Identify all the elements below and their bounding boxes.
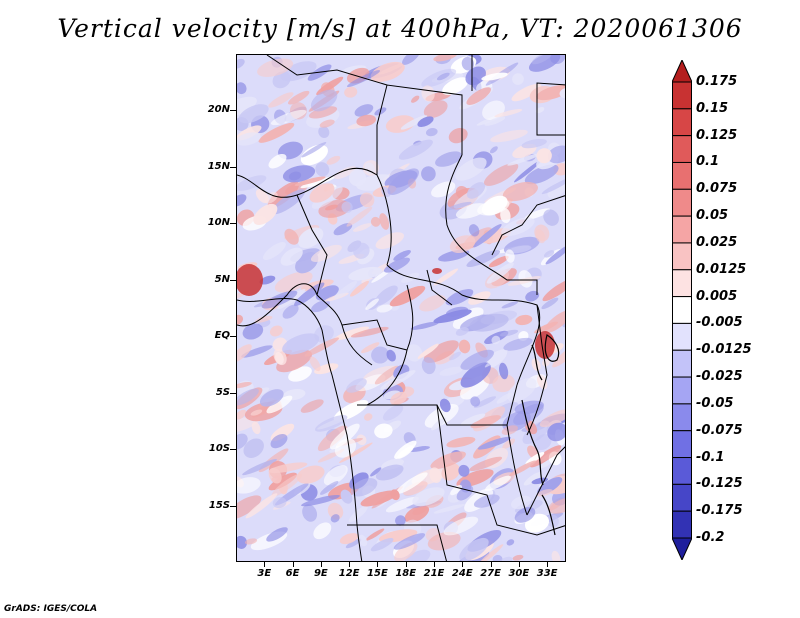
colorbar-label: 0.005 xyxy=(696,288,738,304)
colorbar-label: -0.2 xyxy=(696,530,725,545)
colorbar-label: -0.05 xyxy=(696,395,734,411)
colorbar-segment xyxy=(672,430,692,459)
coastline xyxy=(237,298,363,561)
colorbar xyxy=(672,60,692,560)
lon-tick xyxy=(462,562,464,567)
lat-label: 10S xyxy=(208,443,230,455)
plot-title: Vertical velocity [m/s] at 400hPa, VT: 2… xyxy=(57,14,743,43)
colorbar-segment xyxy=(672,161,692,190)
lat-label: 15N xyxy=(207,160,230,172)
colorbar-segment xyxy=(672,188,692,217)
lon-tick xyxy=(490,562,492,567)
lon-label: 30E xyxy=(508,568,530,579)
lat-label: EQ xyxy=(214,330,230,342)
colorbar-segment xyxy=(672,322,692,351)
lat-tick xyxy=(230,392,236,394)
colorbar-label: 0.175 xyxy=(696,74,738,89)
lakes xyxy=(521,334,560,536)
grads-credit: GrADS: IGES/COLA xyxy=(4,604,98,614)
colorbar-label: 0.0125 xyxy=(696,261,747,277)
colorbar-segment xyxy=(672,269,692,298)
lat-tick xyxy=(230,279,236,281)
lon-tick xyxy=(547,562,549,567)
vertical-velocity-field xyxy=(237,55,565,561)
lon-label: 15E xyxy=(367,568,388,579)
lat-tick xyxy=(230,505,236,507)
colorbar-label: -0.075 xyxy=(696,422,743,438)
lat-tick xyxy=(230,336,236,338)
colorbar-label: 0.075 xyxy=(696,181,738,197)
colorbar-segment xyxy=(672,296,692,324)
lat-label: 5S xyxy=(215,386,230,398)
colorbar-max-arrow xyxy=(672,60,692,83)
lat-tick xyxy=(230,223,236,225)
colorbar-segment xyxy=(672,510,692,539)
lat-tick xyxy=(230,110,236,112)
colorbar-segment xyxy=(672,242,692,271)
map-panel xyxy=(236,54,566,562)
lon-label: 12E xyxy=(338,568,360,579)
colorbar-segment xyxy=(672,403,692,432)
colorbar-label: -0.125 xyxy=(696,476,743,492)
colorbar-label: 0.05 xyxy=(696,208,729,224)
lon-tick xyxy=(320,562,322,567)
lat-label: 5N xyxy=(214,273,230,285)
lon-label: 27E xyxy=(480,568,501,579)
colorbar-min-arrow xyxy=(672,537,692,560)
lon-tick xyxy=(405,562,407,567)
lon-tick xyxy=(292,562,294,567)
colorbar-segment xyxy=(672,376,692,405)
lon-tick xyxy=(518,562,520,567)
colorbar-label: -0.025 xyxy=(696,369,743,385)
lon-label: 9E xyxy=(313,568,328,579)
lon-label: 33E xyxy=(536,568,558,579)
lon-label: 3E xyxy=(257,568,272,579)
colorbar-label: 0.15 xyxy=(696,100,729,116)
colorbar-label: 0.025 xyxy=(696,234,738,250)
lon-label: 18E xyxy=(395,568,417,579)
lon-label: 21E xyxy=(423,568,445,579)
colorbar-label: -0.0125 xyxy=(696,342,752,358)
colorbar-segment xyxy=(672,108,692,137)
colorbar-label: -0.005 xyxy=(696,315,743,331)
lon-label: 24E xyxy=(451,568,473,579)
colorbar-segment xyxy=(672,349,692,378)
lat-label: 10N xyxy=(207,217,230,229)
lon-tick xyxy=(377,562,379,567)
colorbar-segment xyxy=(672,483,692,512)
colorbar-label: 0.125 xyxy=(696,127,738,143)
country-borders xyxy=(237,55,565,561)
lat-label: 20N xyxy=(207,104,230,116)
lat-tick xyxy=(230,449,236,451)
colorbar-segment xyxy=(672,81,692,110)
lon-tick xyxy=(434,562,435,567)
lon-label: 6E xyxy=(285,568,300,579)
colorbar-segment xyxy=(672,135,692,163)
colorbar-label: 0.1 xyxy=(696,154,720,170)
lon-tick xyxy=(349,562,351,567)
lon-tick xyxy=(264,562,266,567)
colorbar-segment xyxy=(672,215,692,244)
lat-label: 15S xyxy=(208,499,230,511)
colorbar-label: -0.175 xyxy=(696,503,743,519)
lat-tick xyxy=(230,166,236,168)
colorbar-segment xyxy=(672,457,692,485)
colorbar-label: -0.1 xyxy=(696,449,725,465)
